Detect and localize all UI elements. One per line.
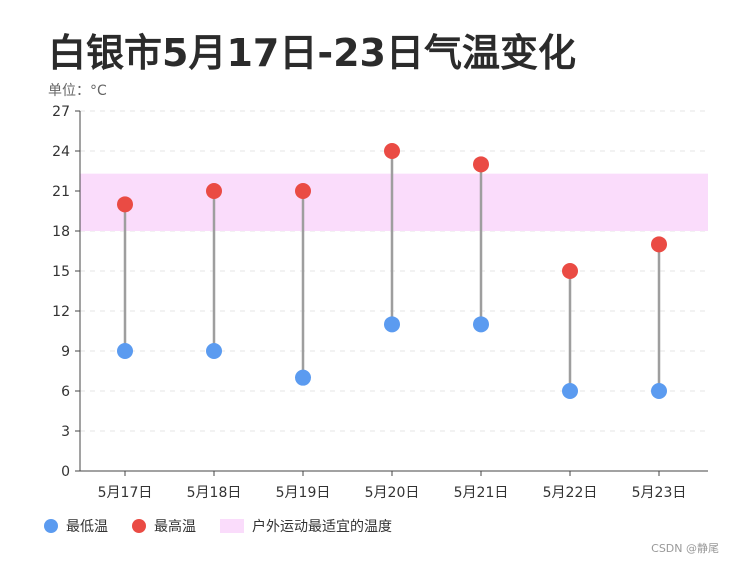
y-tick-label-4: 12 bbox=[52, 304, 70, 320]
y-tick-label-8: 24 bbox=[52, 144, 70, 160]
low-point-4 bbox=[473, 316, 489, 333]
x-tick-label-3: 5月20日 bbox=[365, 485, 420, 501]
y-tick-label-9: 27 bbox=[52, 104, 70, 120]
comfort-band bbox=[80, 173, 708, 231]
x-tick-label-1: 5月18日 bbox=[187, 485, 242, 501]
low-point-5 bbox=[562, 383, 578, 399]
legend-high-label: 最高温 bbox=[154, 519, 196, 535]
legend-low-label: 最低温 bbox=[66, 519, 108, 535]
high-point-4 bbox=[473, 156, 489, 173]
y-tick-label-1: 3 bbox=[61, 424, 70, 440]
legend-item-band[interactable]: 户外运动最适宜的温度 bbox=[220, 516, 392, 536]
x-tick-label-4: 5月21日 bbox=[454, 485, 509, 501]
watermark: CSDN @静尾 bbox=[651, 542, 719, 555]
high-point-6 bbox=[651, 236, 667, 253]
high-point-0 bbox=[117, 196, 133, 213]
low-point-3 bbox=[384, 316, 400, 333]
chart-title: 白银市5月17日-23日气温变化 bbox=[48, 31, 576, 75]
y-tick-label-6: 18 bbox=[52, 224, 70, 240]
low-point-0 bbox=[117, 343, 133, 359]
low-point-1 bbox=[206, 343, 222, 359]
y-tick-label-7: 21 bbox=[52, 184, 70, 200]
legend-low-marker bbox=[44, 519, 58, 533]
legend: 最低温 最高温 户外运动最适宜的温度 bbox=[44, 516, 392, 536]
x-tick-label-6: 5月23日 bbox=[632, 485, 687, 501]
legend-band-marker bbox=[220, 519, 244, 533]
x-tick-label-5: 5月22日 bbox=[543, 485, 598, 501]
high-point-1 bbox=[206, 183, 222, 199]
legend-item-high[interactable]: 最高温 bbox=[132, 516, 196, 536]
y-tick-label-5: 15 bbox=[52, 264, 70, 280]
x-tick-label-0: 5月17日 bbox=[98, 485, 153, 501]
high-point-2 bbox=[295, 183, 311, 199]
high-point-3 bbox=[384, 143, 400, 159]
low-point-2 bbox=[295, 369, 311, 386]
high-point-5 bbox=[562, 263, 578, 279]
y-tick-label-0: 0 bbox=[61, 464, 70, 480]
x-tick-label-2: 5月19日 bbox=[276, 485, 331, 501]
legend-item-low[interactable]: 最低温 bbox=[44, 516, 108, 536]
y-tick-label-2: 6 bbox=[61, 384, 70, 400]
unit-label: 单位：°C bbox=[48, 83, 107, 99]
low-point-6 bbox=[651, 383, 667, 399]
legend-high-marker bbox=[132, 519, 146, 533]
y-tick-label-3: 9 bbox=[61, 344, 70, 360]
legend-band-label: 户外运动最适宜的温度 bbox=[252, 519, 392, 535]
